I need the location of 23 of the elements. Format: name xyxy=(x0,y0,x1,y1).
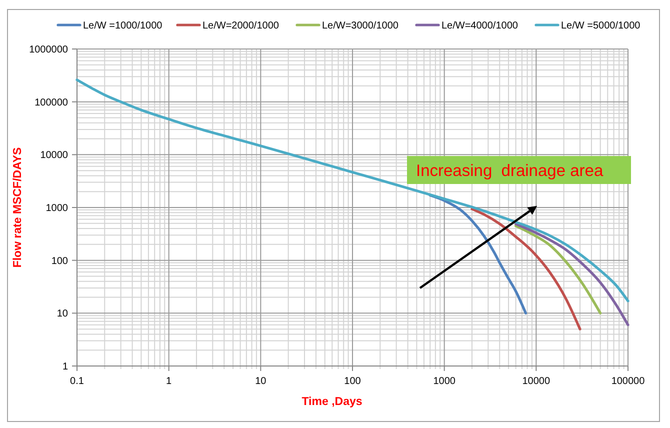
y-tick-label: 1000 xyxy=(46,203,68,214)
y-axis-title: Flow rate MSCF/DAYS xyxy=(12,147,24,268)
legend-label: Le/W=2000/1000 xyxy=(202,20,280,32)
x-tick-label: 1000 xyxy=(433,376,456,387)
legend-label: Le/W=3000/1000 xyxy=(322,20,399,32)
y-tick-label: 10 xyxy=(56,308,68,320)
legend-label: Le/W=4000/1000 xyxy=(442,20,518,32)
y-tick-label: 1000000 xyxy=(29,44,68,56)
x-tick-label: 0.1 xyxy=(70,376,84,387)
legend-label: Le/W =5000/1000 xyxy=(561,20,641,32)
line-series xyxy=(514,224,602,314)
x-tick-label: 100 xyxy=(344,376,362,387)
y-tick-label: 100 xyxy=(51,256,68,267)
x-axis-title: Time ,Days xyxy=(302,396,362,408)
y-tick-label: 100000 xyxy=(34,97,68,108)
legend-label: Le/W =1000/1000 xyxy=(83,20,163,32)
x-tick-label: 1 xyxy=(166,376,172,387)
x-tick-label: 10000 xyxy=(522,376,551,387)
y-tick-label: 10000 xyxy=(40,150,68,162)
annotation: Increasing drainage area xyxy=(416,162,604,180)
x-tick-label: 10 xyxy=(255,376,267,387)
x-tick-label: 100000 xyxy=(611,376,646,387)
y-tick-label: 1 xyxy=(62,362,68,372)
